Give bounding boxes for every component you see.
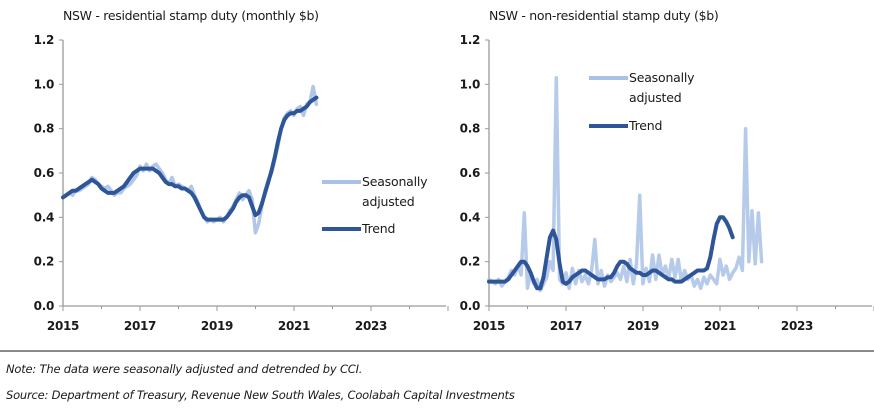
x-tick-label: 2017 (550, 319, 582, 333)
y-tick-label: 0.2 (460, 255, 480, 269)
legend: Seasonally adjusted Trend (322, 174, 431, 236)
legend-label-seasonally-adjusted: Seasonally adjusted (362, 174, 431, 209)
y-tick-label: 0.8 (460, 122, 480, 136)
x-tick-label: 2021 (704, 319, 736, 333)
legend-label-text: adjusted (362, 194, 414, 209)
y-tick-label: 1.2 (460, 33, 480, 47)
legend-label-trend: Trend (361, 221, 395, 236)
source-text: Source: Department of Treasury, Revenue … (6, 388, 515, 402)
y-tick-label: 0.2 (34, 255, 54, 269)
series-line-trend (487, 215, 735, 291)
x-tick-label: 2015 (473, 319, 505, 333)
plot-area (487, 75, 764, 293)
series-line-seasonally-adjusted (61, 84, 319, 235)
legend: Seasonally adjusted Trend (589, 70, 698, 133)
y-tick-label: 1.0 (460, 77, 480, 91)
separator-line (0, 350, 874, 352)
x-tick-label: 2019 (627, 319, 659, 333)
y-tick-label: 0.4 (460, 210, 480, 224)
y-tick-label: 0.8 (34, 122, 54, 136)
y-tick-label: 0.0 (34, 299, 54, 313)
y-axis: 0.0 0.2 0.4 0.6 0.8 1.0 1.2 (34, 33, 64, 313)
chart-title: NSW - residential stamp duty (monthly $b… (63, 8, 319, 23)
x-axis: 2015 2017 2019 2021 2023 (473, 305, 874, 333)
non-residential-chart: NSW - non-residential stamp duty ($b) 0.… (460, 8, 874, 333)
y-tick-label: 0.6 (460, 166, 480, 180)
legend-label-seasonally-adjusted: Seasonally adjusted (629, 70, 698, 105)
x-tick-label: 2017 (124, 319, 156, 333)
charts-canvas: NSW - residential stamp duty (monthly $b… (34, 8, 874, 333)
legend-label-trend: Trend (628, 118, 662, 133)
y-tick-label: 1.0 (34, 77, 54, 91)
x-tick-label: 2021 (278, 319, 310, 333)
legend-label-text: adjusted (629, 90, 681, 105)
note-text: Note: The data were seasonally adjusted … (6, 362, 363, 376)
x-tick-label: 2019 (201, 319, 233, 333)
legend-label-text: Seasonally (629, 70, 695, 85)
chart-title: NSW - non-residential stamp duty ($b) (489, 8, 719, 23)
y-tick-label: 0.6 (34, 166, 54, 180)
y-axis: 0.0 0.2 0.4 0.6 0.8 1.0 1.2 (460, 33, 490, 313)
plot-area (61, 84, 319, 235)
legend-label-text: Seasonally (362, 174, 428, 189)
x-tick-label: 2023 (781, 319, 813, 333)
x-tick-label: 2015 (47, 319, 79, 333)
y-tick-label: 0.4 (34, 210, 54, 224)
series-line-trend (61, 95, 319, 222)
x-axis: 2015 2017 2019 2021 2023 (47, 305, 449, 333)
y-tick-label: 1.2 (34, 33, 54, 47)
series-line-seasonally-adjusted (487, 75, 764, 293)
residential-chart: NSW - residential stamp duty (monthly $b… (34, 8, 449, 333)
x-tick-label: 2023 (355, 319, 387, 333)
y-tick-label: 0.0 (460, 299, 480, 313)
